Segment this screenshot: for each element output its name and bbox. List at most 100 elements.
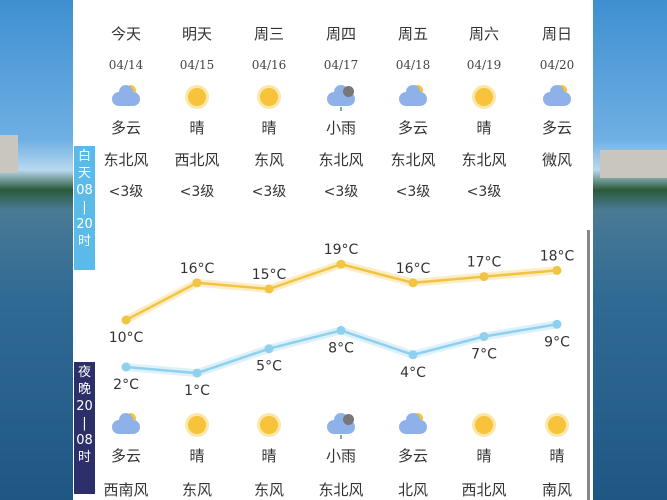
- date: 04/17: [323, 58, 359, 72]
- background-building: [600, 150, 667, 178]
- night-wind: 西南风: [103, 481, 149, 499]
- tag-char: 天: [77, 166, 91, 181]
- high-point: [336, 259, 346, 269]
- sunny-icon: [467, 412, 501, 438]
- date: 04/19: [466, 58, 502, 72]
- day-weather: 小雨: [325, 119, 356, 137]
- low-label: 9°C: [544, 334, 570, 350]
- night-column[interactable]: 晴 南风: [521, 412, 593, 500]
- tag-char: 20: [76, 217, 93, 232]
- tag-char: 夜: [77, 365, 91, 380]
- night-column[interactable]: 晴 西北风: [448, 412, 520, 500]
- day-column[interactable]: 周四 04/17 小雨 东北风 <3级: [305, 24, 377, 202]
- day-weather: 晴: [261, 119, 277, 137]
- light-rain-icon: [324, 412, 358, 439]
- low-point: [192, 368, 202, 378]
- low-label: 5°C: [256, 359, 282, 375]
- day-wind: 东北风: [390, 151, 436, 169]
- tag-char: 白: [77, 149, 91, 164]
- day-column[interactable]: 今天 04/14 多云 东北风 <3级: [90, 24, 162, 202]
- day-wind: 东北风: [103, 151, 149, 169]
- day-weather: 多云: [397, 119, 428, 137]
- sunny-icon: [180, 84, 214, 110]
- high-label: 16°C: [396, 261, 431, 277]
- day-wind: 西北风: [174, 151, 220, 169]
- low-label: 4°C: [400, 365, 426, 381]
- tag-char: 时: [77, 234, 91, 249]
- partly-cloudy-icon: [396, 84, 430, 110]
- day-name: 周三: [253, 25, 284, 43]
- high-label: 19°C: [324, 242, 359, 258]
- date: 04/18: [395, 58, 431, 72]
- day-column[interactable]: 周日 04/20 多云 微风: [521, 24, 593, 202]
- date: 04/16: [251, 58, 287, 72]
- high-point: [264, 284, 274, 294]
- sunny-icon: [252, 412, 286, 438]
- night-column[interactable]: 小雨 东北风: [305, 412, 377, 500]
- day-weather: 晴: [189, 119, 205, 137]
- day-name: 今天: [110, 25, 141, 43]
- partly-cloudy-icon: [109, 84, 143, 110]
- day-name: 周五: [397, 25, 428, 43]
- temperature-chart: 10°C 16°C 15°C 19°C 16°C 17°C 18°C 2°C 1°C 5°C 8°C…: [109, 242, 575, 399]
- day-name: 周日: [541, 25, 572, 43]
- high-label: 15°C: [252, 267, 287, 283]
- tag-char: 20: [76, 399, 93, 414]
- high-point: [479, 272, 489, 282]
- day-wind: 东风: [253, 151, 284, 169]
- night-weather: 小雨: [325, 447, 356, 465]
- date: 04/15: [179, 58, 215, 72]
- low-point: [552, 319, 562, 329]
- tag-char: 08: [76, 433, 93, 448]
- night-wind: 西北风: [461, 481, 507, 499]
- low-label: 8°C: [328, 340, 354, 356]
- day-column[interactable]: 周六 04/19 晴 东北风 <3级: [448, 24, 520, 202]
- scrollbar[interactable]: [587, 230, 590, 500]
- day-wind: 东北风: [318, 151, 364, 169]
- night-column[interactable]: 晴 东风: [233, 412, 305, 500]
- night-column[interactable]: 多云 西南风: [90, 412, 162, 500]
- night-column[interactable]: 晴 东风: [161, 412, 233, 500]
- day-wind-level: <3级: [251, 184, 287, 200]
- night-wind: 东风: [253, 481, 284, 499]
- high-label: 16°C: [180, 261, 215, 277]
- partly-cloudy-icon: [540, 84, 574, 110]
- day-weather: 多云: [541, 119, 572, 137]
- day-wind: 微风: [541, 151, 572, 169]
- day-name: 周六: [468, 25, 499, 43]
- high-point: [192, 278, 202, 288]
- low-point: [479, 332, 489, 341]
- low-label: 7°C: [471, 347, 497, 363]
- low-point: [264, 344, 274, 354]
- day-wind-level: <3级: [108, 184, 144, 200]
- tag-char: 晚: [77, 382, 91, 397]
- low-label: 1°C: [184, 383, 210, 399]
- tag-char: 时: [77, 450, 91, 465]
- day-wind-level: <3级: [323, 184, 359, 200]
- light-rain-icon: [324, 84, 358, 111]
- day-wind-level: [521, 182, 593, 202]
- day-column[interactable]: 明天 04/15 晴 西北风 <3级: [161, 24, 233, 202]
- low-point: [408, 350, 418, 360]
- high-point: [552, 265, 562, 275]
- partly-cloudy-icon: [396, 412, 430, 438]
- high-label: 10°C: [109, 330, 144, 346]
- date: 04/14: [108, 58, 144, 72]
- sunny-icon: [540, 412, 574, 438]
- night-column[interactable]: 多云 北风: [377, 412, 449, 500]
- night-wind: 北风: [397, 481, 428, 499]
- tag-char: |: [82, 416, 87, 431]
- night-wind: 东北风: [318, 481, 364, 499]
- day-column[interactable]: 周五 04/18 多云 东北风 <3级: [377, 24, 449, 202]
- sunny-icon: [180, 412, 214, 438]
- day-wind-level: <3级: [466, 184, 502, 200]
- tag-char: 08: [76, 183, 93, 198]
- day-column[interactable]: 周三 04/16 晴 东风 <3级: [233, 24, 305, 202]
- day-weather: 多云: [110, 119, 141, 137]
- night-wind: 东风: [181, 481, 212, 499]
- day-weather: 晴: [476, 119, 492, 137]
- day-name: 周四: [325, 25, 356, 43]
- night-tag: 夜晚 20 | 08 时: [74, 362, 95, 494]
- daytime-tag: 白天 08 | 20 时: [74, 146, 95, 270]
- night-wind: 南风: [541, 481, 572, 499]
